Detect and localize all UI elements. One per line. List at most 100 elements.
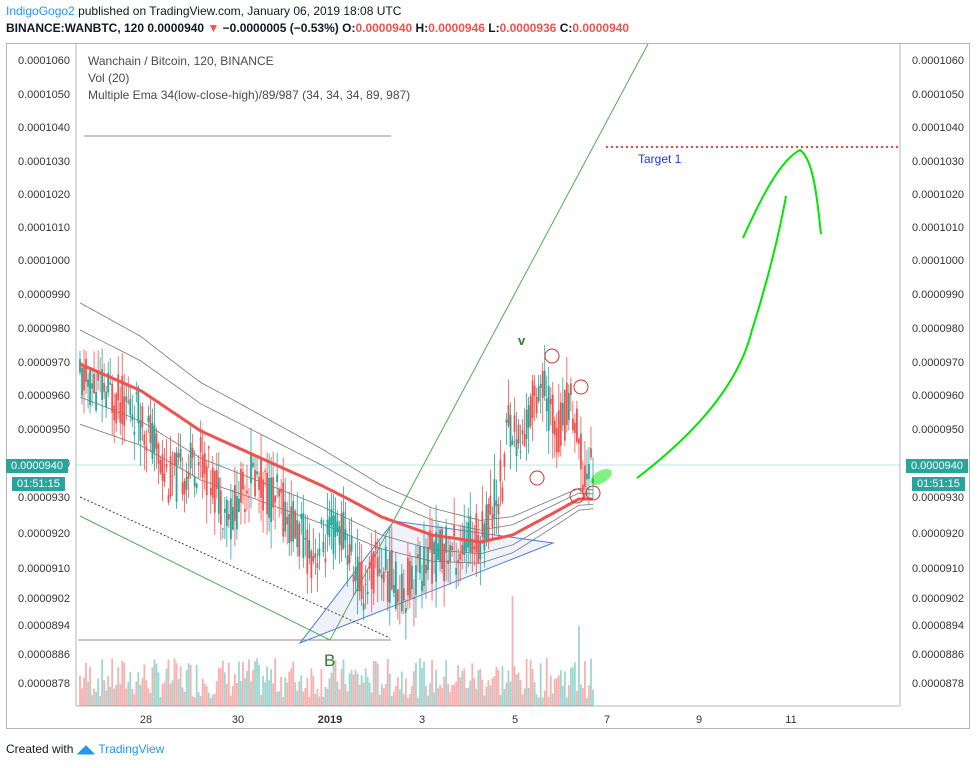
candle-body — [330, 509, 333, 526]
symbol-label: BINANCE:WANBTC, 120 — [6, 21, 145, 35]
volume-bar — [356, 673, 359, 706]
x-tick-label: 2019 — [317, 714, 343, 726]
candle-body — [89, 369, 91, 406]
candle-body — [356, 556, 359, 592]
volume-bar — [217, 667, 220, 706]
volume-bar — [131, 689, 134, 706]
volume-bar — [435, 669, 437, 706]
volume-bar — [312, 675, 315, 706]
volume-bar — [205, 686, 208, 706]
candle-body — [366, 591, 369, 595]
candle-body — [523, 434, 526, 447]
candle-body — [578, 438, 580, 444]
candle-body — [121, 375, 124, 425]
volume-bar — [151, 667, 154, 706]
candle-body — [559, 402, 562, 446]
candle-body — [509, 414, 512, 447]
candle-body — [304, 537, 307, 540]
volume-bar — [467, 687, 470, 706]
volume-bar — [282, 697, 285, 706]
candle-body — [350, 535, 353, 552]
volume-bar — [97, 678, 100, 706]
volume-bar — [87, 681, 89, 706]
candle-body — [137, 386, 140, 424]
candle-body — [507, 404, 510, 427]
candle-body — [181, 482, 184, 495]
candle-body — [278, 489, 281, 497]
candle-body — [445, 526, 448, 553]
volume-bar — [479, 668, 482, 706]
candle-body — [429, 530, 431, 550]
candle-body — [479, 540, 482, 560]
volume-bar — [149, 692, 152, 706]
volume-bar — [121, 660, 124, 706]
author-name[interactable]: IndigoGogo2 — [6, 4, 75, 18]
y-tick-label: 0.0000970 — [18, 357, 70, 369]
volume-bar — [207, 692, 210, 706]
volume-bar — [199, 695, 202, 706]
candle-body — [159, 460, 162, 473]
volume-bar — [547, 697, 550, 706]
candle-body — [551, 394, 554, 434]
x-tick-label: 30 — [231, 714, 245, 726]
candle-body — [207, 446, 210, 449]
y-tick-label: 0.0000878 — [18, 678, 70, 690]
wave-marker — [585, 485, 601, 501]
volume-bar — [527, 688, 530, 706]
candle-body — [262, 479, 264, 511]
candle-body — [344, 529, 347, 541]
volume-bar — [135, 681, 138, 706]
candle-body — [336, 521, 339, 533]
candle-body — [227, 514, 230, 520]
volume-bar — [91, 694, 93, 706]
volume-bar — [262, 675, 264, 706]
candle-body — [300, 513, 303, 520]
ema34-line — [79, 362, 593, 544]
candle-body — [431, 534, 433, 584]
volume-bar — [372, 661, 375, 706]
volume-bar — [227, 662, 230, 706]
volume-bar — [209, 697, 212, 706]
candle-body — [396, 589, 399, 603]
candle-body — [332, 515, 335, 555]
volume-bar — [314, 693, 317, 706]
candle-body — [443, 543, 446, 582]
candle-body — [328, 517, 331, 538]
volume-bar — [545, 658, 548, 706]
volume-bar — [362, 682, 365, 706]
volume-bar — [505, 682, 508, 706]
volume-bar — [290, 668, 293, 706]
volume-bar — [443, 676, 446, 706]
volume-bar — [195, 664, 198, 706]
volume-bar — [394, 685, 397, 706]
candle-body — [455, 567, 458, 575]
y-tick-label: 0.0000920 — [912, 528, 964, 540]
footer-brand[interactable]: TradingView — [98, 742, 165, 756]
y-tick-label: 0.0001010 — [912, 222, 964, 234]
volume-bar — [535, 694, 538, 706]
volume-bar — [187, 663, 190, 706]
candle-body — [294, 510, 297, 539]
volume-bar — [565, 697, 568, 706]
candle-body — [234, 485, 236, 521]
y-tick-label: 0.0001010 — [18, 222, 70, 234]
volume-bar — [404, 678, 407, 706]
candle-body — [340, 513, 343, 551]
candle-body — [149, 414, 152, 444]
candle-body — [388, 551, 391, 603]
volume-bar — [215, 681, 218, 706]
target-label: Target 1 — [638, 152, 682, 166]
candle-body — [485, 504, 488, 540]
y-tick-label: 0.0000970 — [912, 357, 964, 369]
volume-bar — [575, 690, 578, 706]
candle-body — [417, 554, 419, 558]
candle-body — [376, 556, 379, 577]
footer-created: Created with — [6, 742, 74, 756]
candle-body — [169, 456, 172, 497]
candle-body — [316, 563, 319, 569]
close-label: C: — [559, 21, 573, 35]
candle-body — [543, 370, 546, 397]
candle-body — [545, 398, 548, 412]
volume-bar — [292, 661, 295, 706]
